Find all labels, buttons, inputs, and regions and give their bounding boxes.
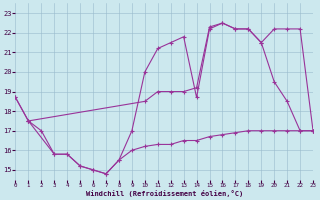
X-axis label: Windchill (Refroidissement éolien,°C): Windchill (Refroidissement éolien,°C) [86,190,243,197]
